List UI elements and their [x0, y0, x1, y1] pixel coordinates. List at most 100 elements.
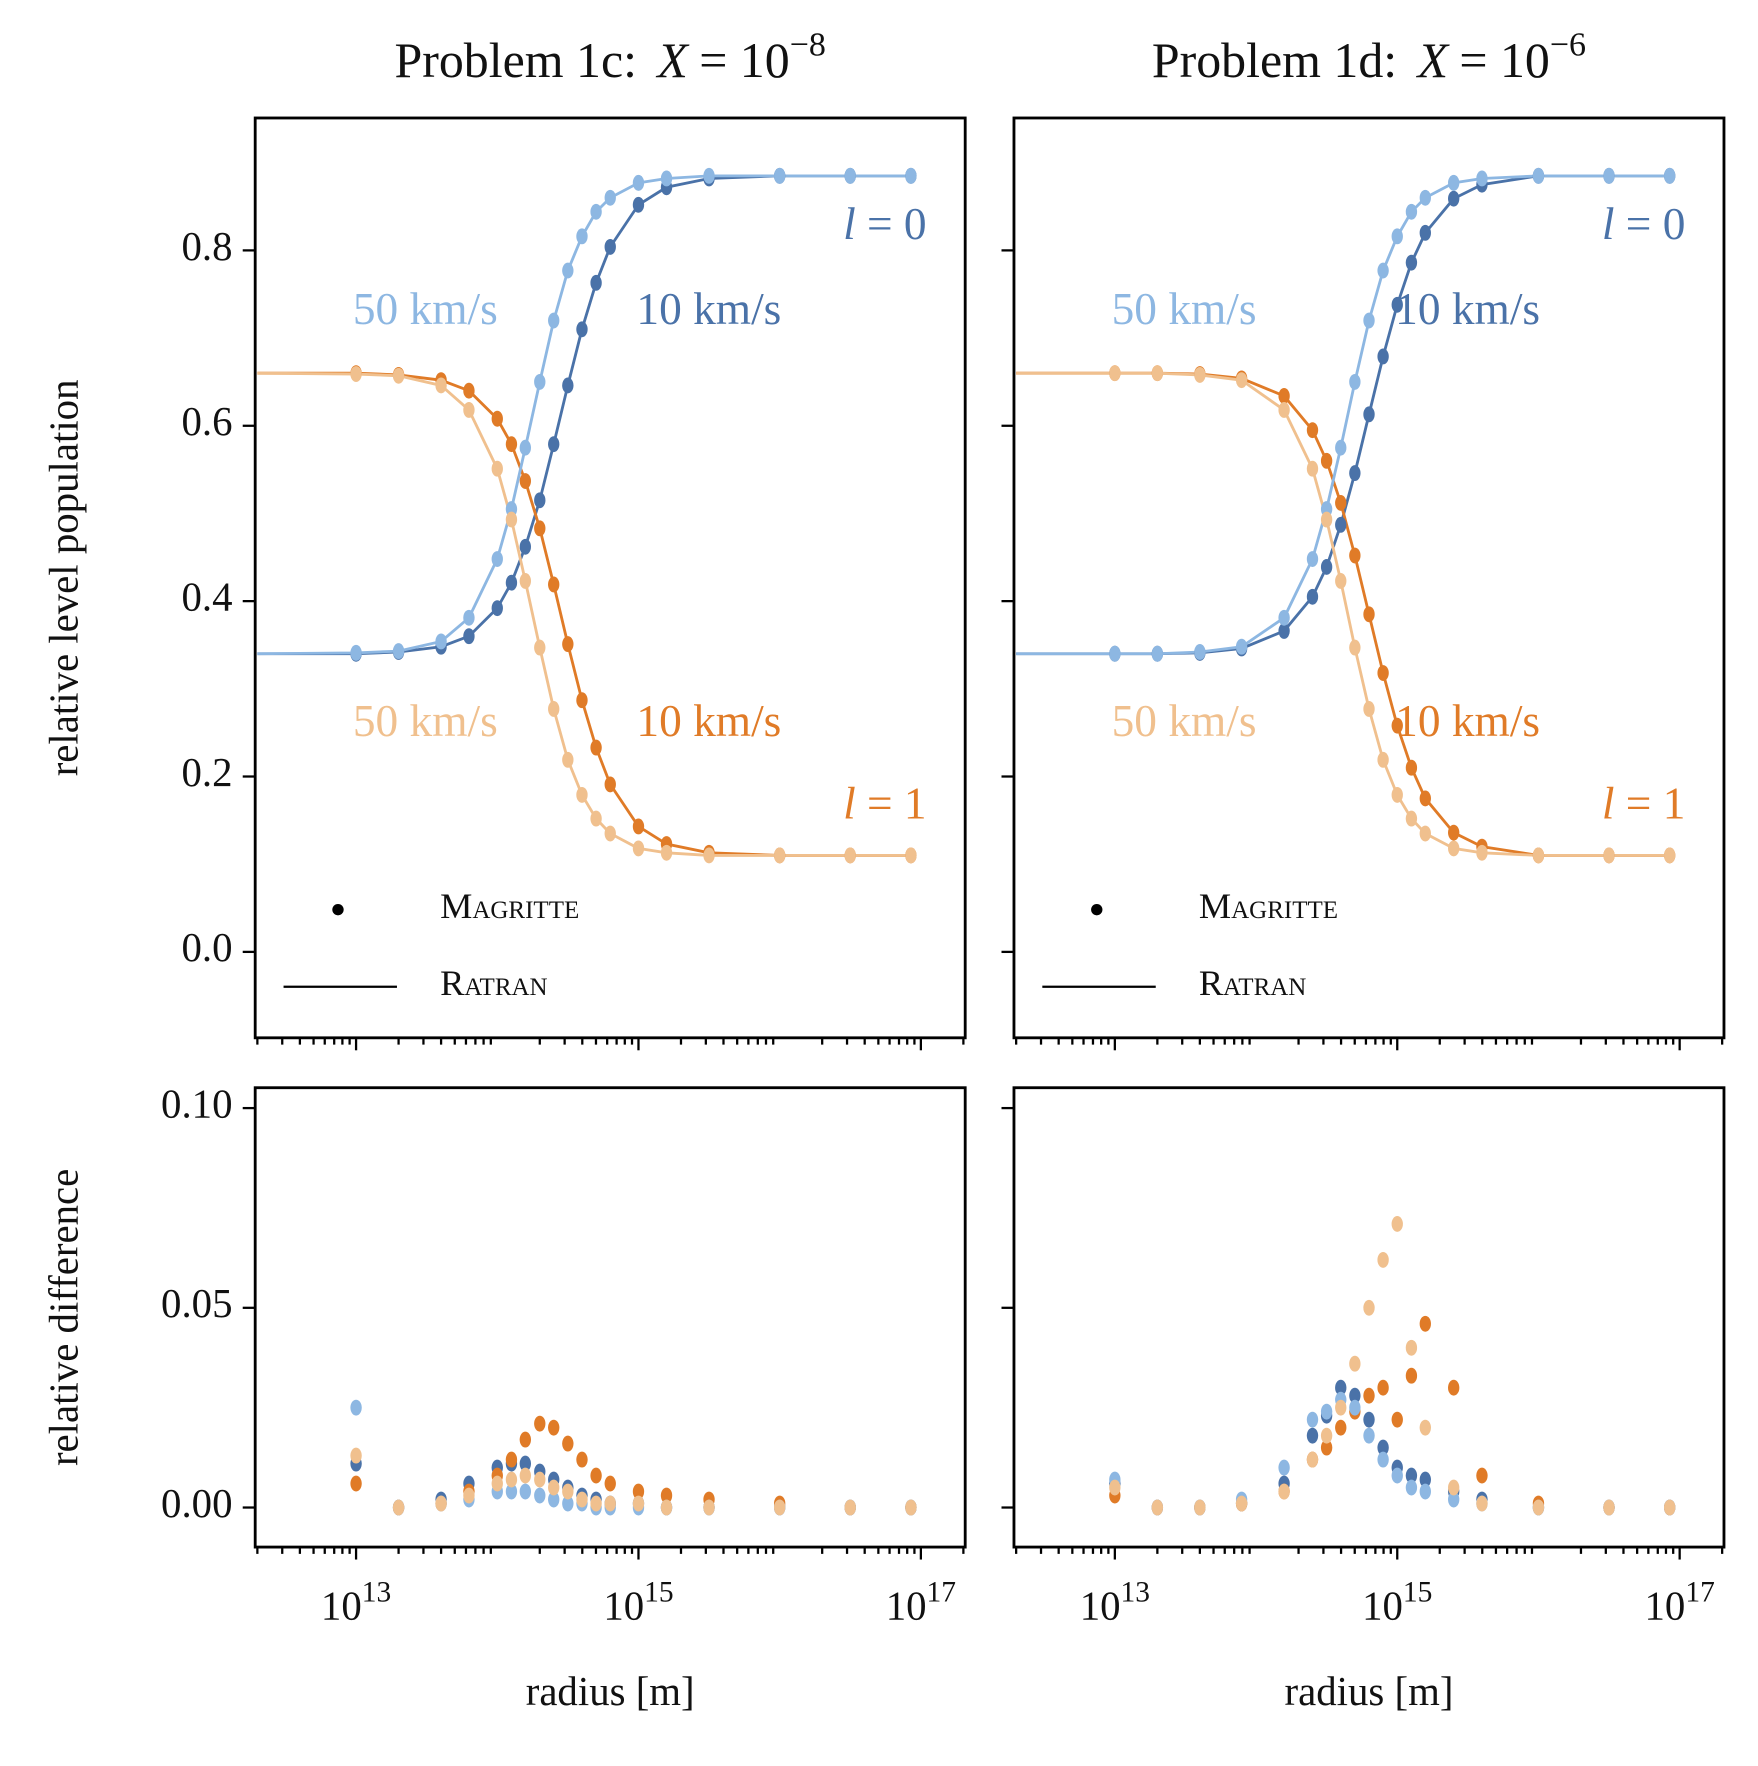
magritte-point [905, 167, 917, 184]
magritte-point [604, 1475, 616, 1492]
x-tick-label: 1015 [1362, 1576, 1432, 1628]
magritte-point [548, 436, 560, 453]
magritte-point [1419, 790, 1431, 807]
magritte-point [1109, 1479, 1121, 1496]
magritte-point [1235, 1495, 1248, 1512]
annotation-text: = 1 [867, 779, 927, 829]
magritte-point [1377, 348, 1389, 365]
x-axis-label: radius [m] [526, 1669, 695, 1714]
magritte-point [1278, 1483, 1290, 1500]
axes-frame [253, 1086, 967, 1549]
magritte-point [519, 573, 531, 589]
y-tick-label: 0.6 [181, 399, 232, 444]
magritte-point [505, 574, 518, 591]
annotation: l = 1 [843, 779, 927, 829]
magritte-point [1419, 1419, 1431, 1436]
y-tick-label: 0.10 [161, 1081, 232, 1126]
magritte-point [576, 1451, 588, 1468]
magritte-point [1306, 1411, 1319, 1428]
y-axis-label: relative difference [41, 1169, 86, 1466]
magritte-point [350, 1399, 362, 1416]
magritte-point [1363, 406, 1375, 423]
ratran-line [257, 371, 911, 857]
magritte-point [1349, 639, 1361, 656]
magritte-point [1476, 1495, 1488, 1512]
title-exp: −6 [1550, 26, 1586, 63]
magritte-point [435, 1495, 447, 1512]
magritte-point [590, 203, 602, 220]
magritte-point [1664, 167, 1676, 184]
magritte-point [1476, 170, 1488, 187]
magritte-point [1349, 1355, 1361, 1372]
axes-frame [253, 116, 967, 1040]
magritte-point [350, 1475, 362, 1492]
annotation: 50 km/s [353, 696, 498, 746]
magritte-point [632, 840, 645, 857]
magritte-point [1320, 511, 1333, 528]
magritte-point [505, 511, 518, 528]
magritte-point [590, 274, 602, 291]
annotation-text: 50 km/s [1112, 696, 1257, 746]
magritte-point [1405, 810, 1418, 827]
ratran-line [257, 371, 911, 857]
title-rel: = 10 [699, 33, 789, 88]
annotation-text: 10 km/s [1395, 285, 1540, 335]
magritte-point [1448, 1491, 1460, 1508]
magritte-point [1476, 1467, 1488, 1484]
annotation: 10 km/s [636, 285, 781, 335]
magritte-point [491, 600, 503, 617]
magritte-point [1151, 365, 1164, 382]
magritte-point [1664, 847, 1676, 864]
magritte-point [1335, 516, 1347, 533]
magritte-point [844, 167, 856, 184]
magritte-point [1278, 402, 1290, 418]
magritte-point [562, 1435, 574, 1452]
magritte-point [562, 262, 574, 279]
magritte-point [576, 692, 588, 709]
magritte-point [1405, 1339, 1418, 1356]
magritte-point [548, 701, 560, 717]
magritte-point [534, 639, 546, 656]
magritte-point [505, 436, 518, 453]
title-text: Problem 1c: [394, 33, 637, 88]
magritte-point [1603, 1499, 1615, 1516]
magritte-point [1391, 1215, 1403, 1232]
magritte-point [1349, 1399, 1361, 1416]
magritte-point [774, 847, 786, 864]
y-tick-label: 0.05 [161, 1281, 232, 1326]
legend-label: Magritte [1199, 886, 1338, 926]
plot-area [1016, 167, 1676, 864]
magritte-point [534, 373, 546, 390]
magritte-point [1391, 1411, 1403, 1428]
magritte-point [1278, 1459, 1290, 1476]
magritte-point [1419, 1471, 1431, 1488]
magritte-point [491, 551, 503, 567]
magritte-point [1377, 1379, 1389, 1396]
magritte-point [562, 636, 574, 653]
magritte-point [463, 402, 475, 418]
legend-marker [332, 903, 344, 916]
annotation: 50 km/s [1112, 285, 1257, 335]
magritte-point [1377, 751, 1389, 768]
annotation: l = 1 [1602, 779, 1686, 829]
magritte-point [1391, 228, 1403, 245]
magritte-point [1391, 786, 1403, 803]
magritte-point [632, 818, 645, 835]
axes-frame [1012, 116, 1726, 1040]
title-text: Problem 1d: [1152, 33, 1397, 88]
annotation-text: 50 km/s [353, 696, 498, 746]
magritte-point [548, 1419, 560, 1436]
annotation: 50 km/s [1112, 696, 1257, 746]
magritte-point [392, 643, 405, 660]
legend-label: Ratran [1199, 963, 1307, 1003]
magritte-point [660, 1487, 673, 1504]
magritte-point [1194, 1499, 1206, 1516]
x-tick-exp: 13 [1121, 1576, 1150, 1608]
magritte-point [1306, 460, 1319, 477]
x-tick-exp: 13 [362, 1576, 391, 1608]
magritte-point [774, 167, 786, 184]
magritte-point [1306, 1451, 1319, 1468]
magritte-point [519, 473, 531, 489]
y-tick-label: 0.8 [181, 224, 232, 269]
